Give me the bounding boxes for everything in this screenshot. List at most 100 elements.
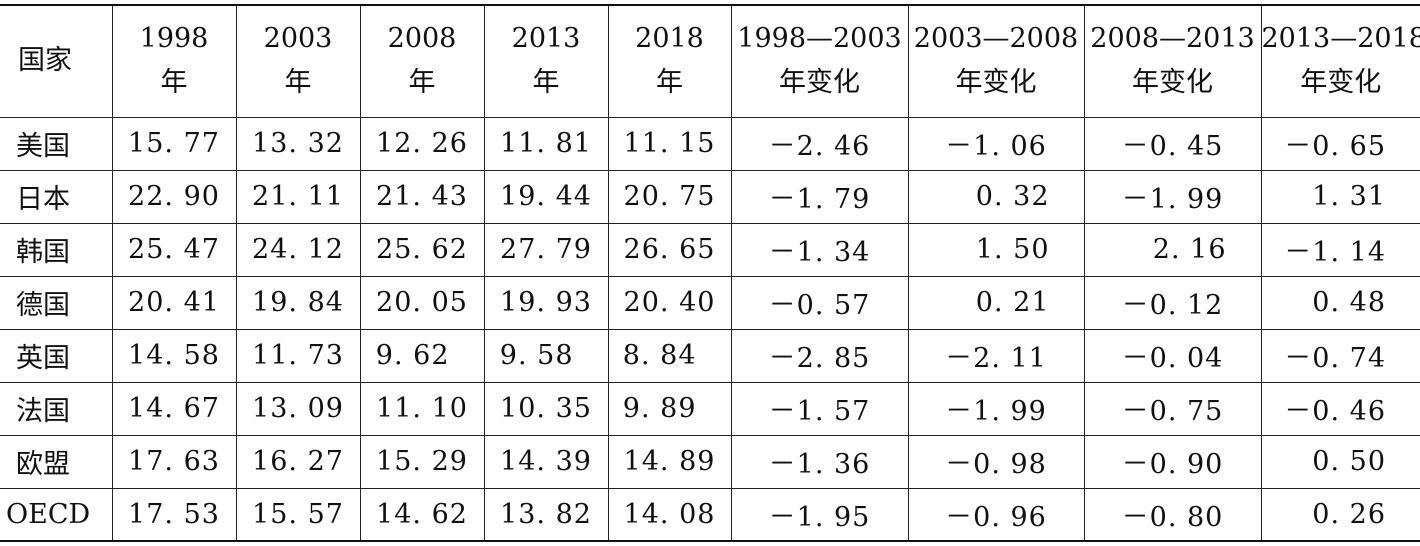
value-cell: 17. 53 [111,487,237,542]
value-cell: 21. 43 [359,169,485,224]
change-cell: －1. 57 [730,381,909,436]
value-cell: 15. 29 [359,434,485,489]
header-unit: 年变化 [779,67,860,99]
value-cell: 20. 41 [111,275,237,330]
value-cell: 21. 11 [235,169,361,224]
value-cell: 20. 75 [607,169,732,224]
country-cell: 韩国 [0,222,113,277]
change-cell: 0. 32 [907,169,1085,224]
change-cell: －2. 85 [730,328,909,383]
country-cell: 日本 [0,169,113,224]
header-year: 1998 [139,23,209,55]
header-1998: 1998 年 [111,4,237,118]
change-cell: 0. 50 [1260,434,1420,489]
change-cell: －1. 99 [1083,169,1262,224]
header-2008: 2008 年 [359,4,485,118]
value-cell: 25. 62 [359,222,485,277]
data-table: 国家 1998 年 2003 年 2008 年 2013 年 2018 年 1998—20… [0,4,1420,542]
table-row: 英国 14. 58 11. 73 9. 62 9. 58 8. 84 －2. 8… [0,328,1420,383]
header-year: 2013 [511,23,581,55]
header-unit: 年变化 [955,67,1037,99]
value-cell: 9. 89 [607,381,732,436]
change-cell: －1. 34 [730,222,909,277]
header-label: 国家 [18,45,72,77]
change-cell: －0. 57 [730,275,909,330]
change-cell: 1. 31 [1260,169,1420,224]
change-cell: －2. 11 [907,328,1085,383]
header-unit: 年 [160,67,188,99]
header-change-2008-2013: 2008—2013 年变化 [1083,4,1262,118]
change-cell: －0. 04 [1083,328,1262,383]
country-cell: 英国 [0,328,113,383]
change-cell: －1. 95 [730,487,909,542]
value-cell: 14. 39 [483,434,609,489]
header-row: 国家 1998 年 2003 年 2008 年 2013 年 2018 年 1998—20… [0,4,1420,118]
value-cell: 19. 84 [235,275,361,330]
value-cell: 22. 90 [111,169,237,224]
value-cell: 13. 82 [483,487,609,542]
change-cell: －1. 14 [1260,222,1420,277]
value-cell: 14. 08 [607,487,732,542]
value-cell: 25. 47 [111,222,237,277]
header-period: 1998—2003 [737,23,902,55]
country-cell: 美国 [0,116,113,171]
header-unit: 年变化 [1300,67,1382,99]
value-cell: 14. 67 [111,381,237,436]
value-cell: 20. 40 [607,275,732,330]
change-cell: 0. 21 [907,275,1085,330]
table-header: 国家 1998 年 2003 年 2008 年 2013 年 2018 年 1998—20… [0,4,1420,118]
value-cell: 24. 12 [235,222,361,277]
country-cell: 欧盟 [0,434,113,489]
header-unit: 年 [284,67,312,99]
table-row: 日本 22. 90 21. 11 21. 43 19. 44 20. 75 －1… [0,169,1420,224]
change-cell: －0. 75 [1083,381,1262,436]
data-table-container: 国家 1998 年 2003 年 2008 年 2013 年 2018 年 1998—20… [0,4,1420,542]
value-cell: 9. 58 [483,328,609,383]
header-year: 2003 [263,23,333,55]
value-cell: 17. 63 [111,434,237,489]
value-cell: 14. 89 [607,434,732,489]
table-row: 美国 15. 77 13. 32 12. 26 11. 81 11. 15 －2… [0,116,1420,171]
value-cell: 11. 10 [359,381,485,436]
country-cell: 德国 [0,275,113,330]
change-cell: －0. 98 [907,434,1085,489]
value-cell: 27. 79 [483,222,609,277]
header-period: 2003—2008 [913,23,1079,55]
header-unit: 年 [532,67,560,99]
table-row: 韩国 25. 47 24. 12 25. 62 27. 79 26. 65 －1… [0,222,1420,277]
table-row: 欧盟 17. 63 16. 27 15. 29 14. 39 14. 89 －1… [0,434,1420,489]
table-row: 德国 20. 41 19. 84 20. 05 19. 93 20. 40 －0… [0,275,1420,330]
value-cell: 11. 73 [235,328,361,383]
change-cell: －0. 45 [1083,116,1262,171]
change-cell: －1. 06 [907,116,1085,171]
country-cell: OECD [0,487,113,542]
header-change-1998-2003: 1998—2003 年变化 [730,4,909,118]
change-cell: －0. 74 [1260,328,1420,383]
value-cell: 26. 65 [607,222,732,277]
header-period: 2013—2018 [1261,23,1420,55]
header-year: 2018 [635,23,704,55]
header-unit: 年 [408,67,436,99]
change-cell: －0. 46 [1260,381,1420,436]
header-year: 2008 [387,23,457,55]
value-cell: 9. 62 [359,328,485,383]
value-cell: 10. 35 [483,381,609,436]
value-cell: 11. 81 [483,116,609,171]
header-change-2003-2008: 2003—2008 年变化 [907,4,1085,118]
value-cell: 11. 15 [607,116,732,171]
value-cell: 15. 77 [111,116,237,171]
change-cell: －1. 36 [730,434,909,489]
change-cell: －0. 65 [1260,116,1420,171]
header-period: 2008—2013 [1090,23,1255,55]
value-cell: 15. 57 [235,487,361,542]
header-unit: 年变化 [1132,67,1213,99]
table-row: 法国 14. 67 13. 09 11. 10 10. 35 9. 89 －1.… [0,381,1420,436]
change-cell: －0. 90 [1083,434,1262,489]
change-cell: －0. 96 [907,487,1085,542]
header-change-2013-2018: 2013—2018 年变化 [1260,4,1420,118]
value-cell: 12. 26 [359,116,485,171]
value-cell: 19. 44 [483,169,609,224]
change-cell: 1. 50 [907,222,1085,277]
change-cell: －2. 46 [730,116,909,171]
value-cell: 16. 27 [235,434,361,489]
